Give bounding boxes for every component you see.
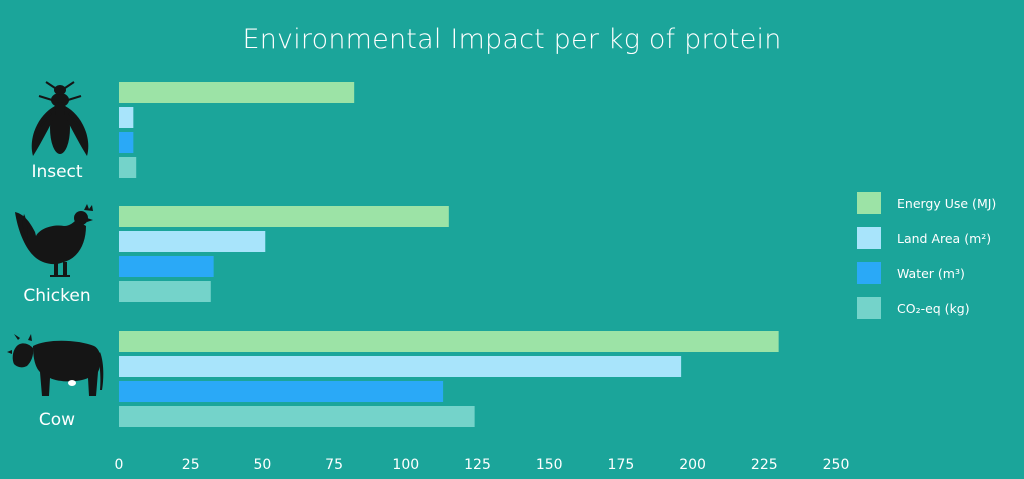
cow-icon xyxy=(7,334,104,396)
legend-swatch-1 xyxy=(857,227,881,249)
legend: Energy Use (MJ) Land Area (m²) Water (m³) C… xyxy=(857,192,996,319)
bar-chicken-1 xyxy=(119,231,266,252)
legend-swatch-0 xyxy=(857,192,881,214)
bar-cow-2 xyxy=(119,381,444,402)
bars xyxy=(119,82,779,427)
bar-insect-2 xyxy=(119,132,134,153)
legend-swatch-3 xyxy=(857,297,881,319)
bar-insect-3 xyxy=(119,157,137,178)
legend-label-1: Land Area (m²) xyxy=(897,231,991,246)
bar-cow-0 xyxy=(119,331,779,352)
fly-icon xyxy=(31,81,89,156)
category-label-chicken: Chicken xyxy=(23,286,90,306)
bar-chicken-2 xyxy=(119,256,214,277)
legend-label-3: CO₂-eq (kg) xyxy=(897,301,970,316)
legend-swatch-2 xyxy=(857,262,881,284)
x-tick-label: 25 xyxy=(182,457,200,473)
x-tick-label: 175 xyxy=(608,457,635,473)
legend-label-2: Water (m³) xyxy=(897,266,965,281)
x-axis-ticks: 0 25 50 75 100 125 150 175 200 225 250 xyxy=(115,457,850,473)
x-tick-label: 150 xyxy=(536,457,563,473)
x-tick-label: 100 xyxy=(392,457,419,473)
category-label-insect: Insect xyxy=(31,162,82,182)
bar-chicken-3 xyxy=(119,281,211,302)
x-tick-label: 200 xyxy=(679,457,706,473)
x-tick-label: 0 xyxy=(115,457,124,473)
x-tick-label: 250 xyxy=(823,457,850,473)
chart-title: Environmental Impact per kg of protein xyxy=(242,24,782,55)
bar-chicken-0 xyxy=(119,206,449,227)
bar-insect-1 xyxy=(119,107,134,128)
x-tick-label: 50 xyxy=(253,457,271,473)
bar-cow-3 xyxy=(119,406,475,427)
category-label-cow: Cow xyxy=(39,410,75,430)
bar-insect-0 xyxy=(119,82,355,103)
x-tick-label: 75 xyxy=(325,457,343,473)
bar-cow-1 xyxy=(119,356,682,377)
x-tick-label: 125 xyxy=(464,457,491,473)
chicken-icon xyxy=(15,204,93,277)
x-tick-label: 225 xyxy=(751,457,778,473)
legend-label-0: Energy Use (MJ) xyxy=(897,196,996,211)
category-labels: Insect Chicken Cow xyxy=(23,162,90,430)
